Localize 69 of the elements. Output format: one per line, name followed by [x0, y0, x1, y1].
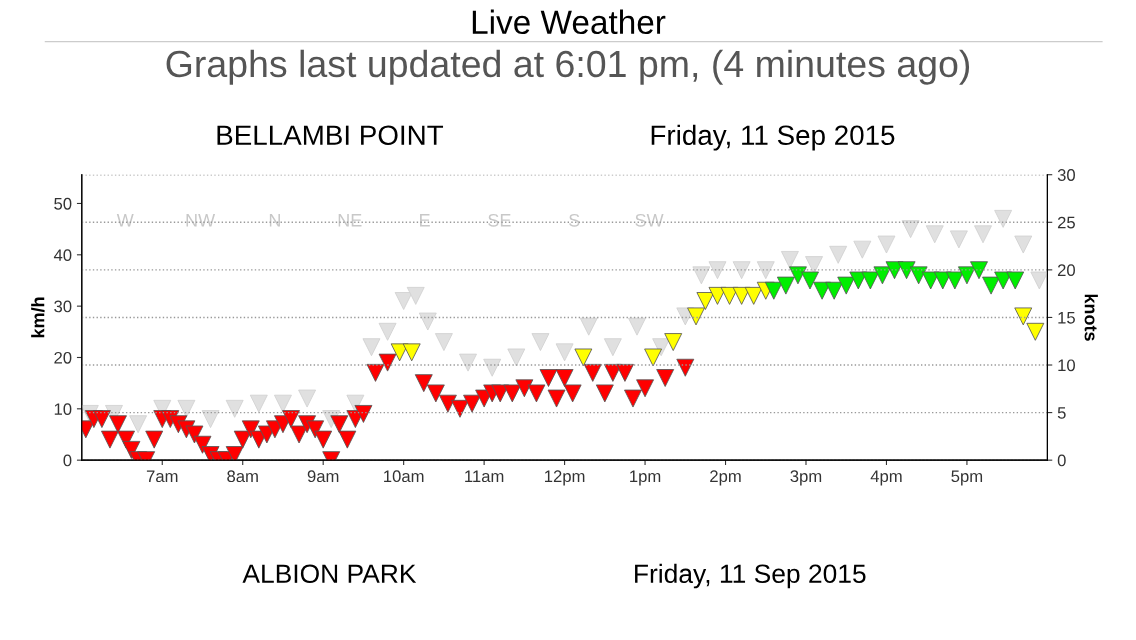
point	[201, 410, 220, 429]
x-tick-label: 5pm	[951, 470, 983, 486]
y-tick-label: 40	[53, 249, 72, 262]
point	[853, 240, 872, 259]
point	[949, 230, 968, 249]
point	[249, 394, 268, 413]
y2-tick-label: 10	[1058, 359, 1075, 372]
point	[434, 333, 453, 352]
x-tick-label: 1pm	[630, 470, 661, 486]
point	[483, 358, 502, 377]
point	[298, 389, 317, 408]
point	[459, 353, 477, 372]
point	[274, 394, 292, 413]
point	[579, 317, 598, 336]
point	[901, 220, 920, 239]
point	[756, 261, 775, 280]
y-tick-label: 0	[63, 454, 72, 467]
point	[732, 261, 751, 280]
y2-axis-title: knots	[1084, 294, 1098, 341]
y2-tick-label: 5	[1057, 407, 1066, 419]
point	[708, 261, 727, 280]
y-axis-title: km/h	[31, 297, 45, 338]
text: BELLAMBI POINT	[217, 125, 444, 146]
point	[603, 338, 622, 357]
x-tick-label: 12pm	[545, 470, 585, 486]
x-tick-label: 10am	[384, 470, 424, 483]
text: ALBION PARK	[242, 564, 417, 584]
point	[362, 338, 381, 357]
y2-tick-label: 25	[1057, 216, 1075, 229]
point	[555, 343, 574, 362]
point	[531, 333, 550, 352]
point	[177, 399, 196, 418]
y-tick-label: 50	[54, 197, 72, 210]
point	[877, 235, 896, 254]
y-tick-label: 10	[54, 403, 72, 416]
point	[406, 286, 425, 305]
point	[994, 209, 1013, 228]
point	[628, 317, 646, 336]
point	[974, 225, 992, 244]
y2-tick-label: 15	[1058, 312, 1075, 324]
y2-tick-label: 30	[1057, 169, 1075, 181]
y2-tick-label: 0	[1057, 454, 1066, 467]
x-tick-label: 3pm	[790, 470, 822, 486]
x-tick-label: 7am	[146, 470, 178, 483]
point	[925, 225, 944, 244]
x-tick-label: 11am	[465, 470, 504, 483]
x-tick-label: 9am	[307, 470, 339, 483]
point	[378, 322, 397, 341]
point	[129, 415, 148, 434]
x-tick-label: 8am	[227, 470, 258, 483]
point	[418, 312, 437, 331]
text: Friday, 11 Sep 2015	[635, 563, 866, 589]
y-tick-label: 20	[54, 351, 72, 364]
y-tick-label: 30	[54, 300, 72, 313]
x-tick-label: 4pm	[870, 470, 902, 486]
point	[692, 266, 711, 285]
point	[1014, 235, 1033, 254]
x-tick-label: 2pm	[710, 470, 741, 486]
point	[780, 251, 799, 269]
point	[507, 348, 526, 367]
y2-tick-label: 20	[1057, 264, 1075, 277]
text: Friday, 11 Sep 2015	[651, 124, 895, 151]
chart-title: Live Weather	[472, 9, 666, 35]
point	[1030, 271, 1048, 290]
point	[394, 292, 413, 310]
chart-subtitle: Graphs last updated at 6:01 pm, (4 minutes ago)	[166, 49, 970, 85]
point	[225, 399, 244, 418]
point	[805, 256, 823, 274]
point	[829, 245, 848, 264]
